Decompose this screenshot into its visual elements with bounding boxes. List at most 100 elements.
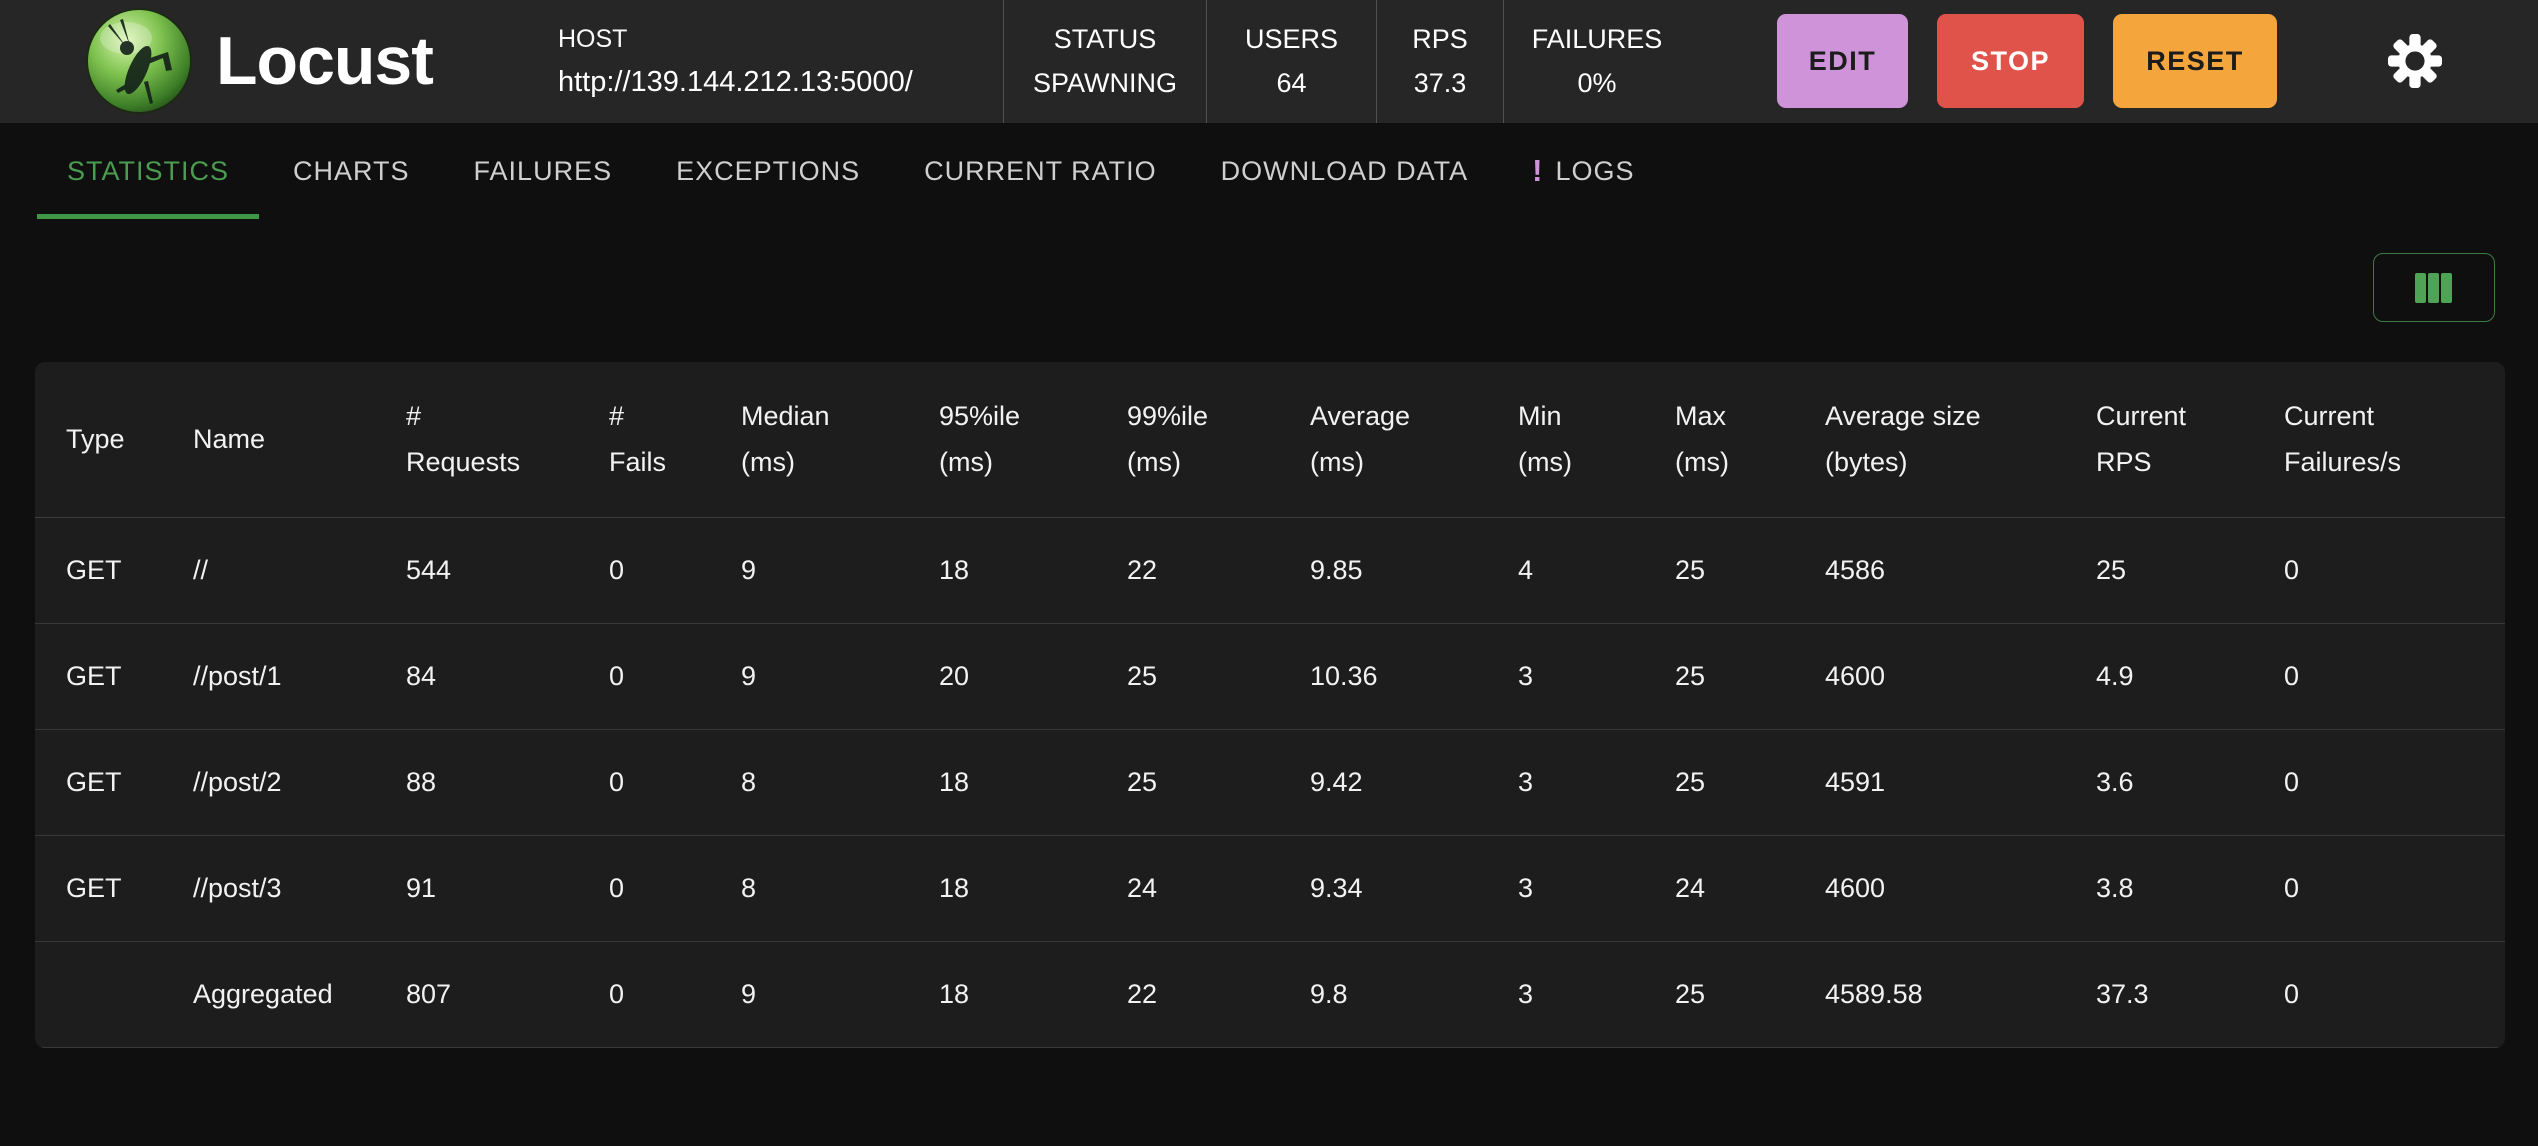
col-header-current-rps[interactable]: Current RPS (2096, 401, 2187, 478)
cell-name: //post/2 (193, 766, 282, 797)
col-header-requests[interactable]: # Requests (406, 401, 521, 478)
stat-rps-value: 37.3 (1413, 68, 1467, 98)
cell-avg-size: 4586 (1825, 554, 1886, 585)
cell-95ile: 18 (939, 766, 970, 797)
cell-max: 25 (1675, 766, 1706, 797)
table-row: GET // 544 0 9 18 22 9.85 4 25 4586 25 0 (35, 517, 2505, 623)
col-header-99ile[interactable]: 99%ile (ms) (1127, 401, 1209, 478)
tab-current-ratio-label: CURRENT RATIO (924, 155, 1157, 186)
cell-requests: 544 (406, 554, 452, 585)
tab-download-data[interactable]: DOWNLOAD DATA (1191, 123, 1499, 219)
col-header-current-failures[interactable]: Current Failures/s (2284, 401, 2402, 478)
locust-logo-icon[interactable] (86, 8, 192, 114)
cell-average: 10.36 (1310, 660, 1378, 691)
cell-average: 9.42 (1310, 766, 1363, 797)
cell-median: 8 (741, 872, 757, 903)
stat-failures: FAILURES 0% (1503, 0, 1690, 123)
cell-max: 25 (1675, 978, 1706, 1009)
host-block: HOST http://139.144.212.13:5000/ (558, 0, 913, 123)
header-actions: EDIT STOP RESET (1777, 14, 2277, 108)
stat-users-value: 64 (1276, 68, 1307, 98)
cell-current-failures: 0 (2284, 766, 2300, 797)
col-header-avg-size[interactable]: Average size (bytes) (1825, 401, 1981, 478)
cell-average: 9.34 (1310, 872, 1363, 903)
col-header-max[interactable]: Max (ms) (1675, 401, 1729, 478)
cell-fails: 0 (609, 660, 625, 691)
table-row-aggregated: Aggregated 807 0 9 18 22 9.8 3 25 4589.5… (35, 941, 2505, 1047)
stop-button[interactable]: STOP (1937, 14, 2084, 108)
cell-average: 9.8 (1310, 978, 1348, 1009)
cell-current-rps: 3.8 (2096, 872, 2134, 903)
cell-current-failures: 0 (2284, 872, 2300, 903)
col-header-95ile[interactable]: 95%ile (ms) (939, 401, 1021, 478)
table-row: GET //post/2 88 0 8 18 25 9.42 3 25 4591… (35, 729, 2505, 835)
cell-avg-size: 4591 (1825, 766, 1886, 797)
cell-name: //post/1 (193, 660, 282, 691)
cell-99ile: 25 (1127, 766, 1158, 797)
col-header-median[interactable]: Median (ms) (741, 401, 830, 478)
run-stats: STATUS SPAWNING USERS 64 RPS 37.3 FAILUR… (1003, 0, 1690, 123)
tab-charts[interactable]: CHARTS (263, 123, 440, 219)
host-url: http://139.144.212.13:5000/ (558, 65, 913, 98)
cell-current-rps: 25 (2096, 554, 2127, 585)
cell-type (35, 941, 193, 1047)
col-header-min[interactable]: Min (ms) (1518, 401, 1572, 478)
cell-fails: 0 (609, 978, 625, 1009)
table-header-row: Type Name # Requests # Fails Median (ms) 95… (35, 362, 2505, 517)
edit-button[interactable]: EDIT (1777, 14, 1908, 108)
col-header-average[interactable]: Average (ms) (1310, 401, 1411, 478)
cell-min: 3 (1518, 660, 1534, 691)
cell-min: 3 (1518, 872, 1534, 903)
tab-bar: STATISTICS CHARTS FAILURES EXCEPTIONS CU… (0, 123, 2538, 219)
col-header-name[interactable]: Name (193, 424, 266, 455)
table-row: GET //post/3 91 0 8 18 24 9.34 3 24 4600… (35, 835, 2505, 941)
stat-rps-label: RPS (1412, 24, 1468, 54)
tab-logs[interactable]: ! LOGS (1502, 123, 1664, 219)
tab-current-ratio[interactable]: CURRENT RATIO (894, 123, 1187, 219)
columns-icon (2415, 272, 2452, 303)
stat-status-label: STATUS (1053, 24, 1157, 54)
col-header-fails[interactable]: # Fails (609, 401, 667, 478)
settings-gear-icon[interactable] (2388, 34, 2442, 88)
stat-status-value: SPAWNING (1032, 68, 1177, 98)
tab-exceptions[interactable]: EXCEPTIONS (646, 123, 890, 219)
col-header-type[interactable]: Type (66, 424, 125, 455)
cell-average: 9.85 (1310, 554, 1363, 585)
tab-failures-label: FAILURES (473, 155, 613, 186)
cell-median: 9 (741, 978, 757, 1009)
cell-min: 3 (1518, 978, 1534, 1009)
cell-type: GET (66, 766, 122, 797)
tab-failures[interactable]: FAILURES (444, 123, 643, 219)
cell-type: GET (66, 872, 122, 903)
tab-logs-label: LOGS (1555, 155, 1635, 186)
cell-95ile: 18 (939, 554, 970, 585)
cell-fails: 0 (609, 872, 625, 903)
cell-max: 25 (1675, 554, 1706, 585)
tab-download-data-label: DOWNLOAD DATA (1220, 155, 1469, 186)
cell-current-failures: 0 (2284, 978, 2300, 1009)
cell-99ile: 25 (1127, 660, 1158, 691)
column-selector-button[interactable] (2373, 253, 2495, 322)
cell-max: 24 (1675, 872, 1706, 903)
cell-name: Aggregated (193, 978, 333, 1009)
tab-charts-label: CHARTS (293, 155, 410, 186)
cell-avg-size: 4600 (1825, 660, 1886, 691)
reset-button[interactable]: RESET (2113, 14, 2277, 108)
tab-statistics[interactable]: STATISTICS (37, 123, 260, 219)
cell-median: 8 (741, 766, 757, 797)
cell-95ile: 20 (939, 660, 970, 691)
cell-99ile: 22 (1127, 554, 1158, 585)
cell-95ile: 18 (939, 872, 970, 903)
cell-avg-size: 4600 (1825, 872, 1886, 903)
stat-failures-value: 0% (1577, 68, 1617, 98)
cell-name: //post/3 (193, 872, 282, 903)
table-row: GET //post/1 84 0 9 20 25 10.36 3 25 460… (35, 623, 2505, 729)
cell-avg-size: 4589.58 (1825, 978, 1923, 1009)
logs-alert-badge: ! (1532, 153, 1544, 188)
app-header: Locust HOST http://139.144.212.13:5000/ … (0, 0, 2538, 123)
cell-requests: 91 (406, 872, 437, 903)
cell-current-rps: 4.9 (2096, 660, 2134, 691)
cell-current-rps: 3.6 (2096, 766, 2134, 797)
tab-exceptions-label: EXCEPTIONS (676, 155, 861, 186)
